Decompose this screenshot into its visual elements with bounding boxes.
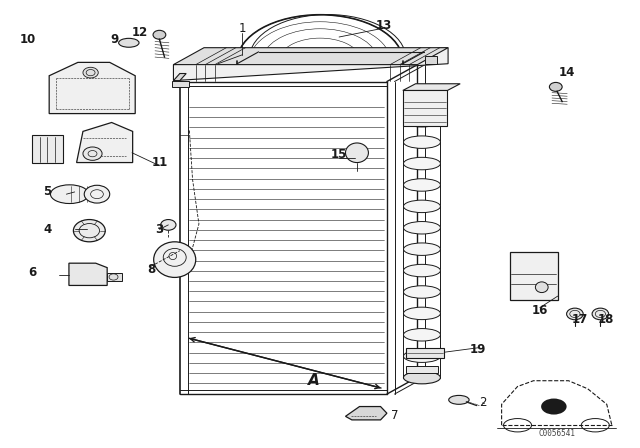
Ellipse shape bbox=[403, 179, 440, 191]
Ellipse shape bbox=[403, 264, 440, 277]
Text: C0056541: C0056541 bbox=[538, 429, 575, 438]
Text: 13: 13 bbox=[376, 19, 392, 32]
Polygon shape bbox=[406, 348, 444, 358]
Text: 7: 7 bbox=[392, 409, 399, 422]
Ellipse shape bbox=[403, 136, 440, 148]
Text: 11: 11 bbox=[151, 156, 168, 169]
Ellipse shape bbox=[403, 243, 440, 255]
Bar bbox=[32, 135, 63, 163]
Ellipse shape bbox=[346, 143, 369, 163]
Ellipse shape bbox=[403, 157, 440, 170]
Ellipse shape bbox=[83, 147, 102, 160]
Polygon shape bbox=[173, 47, 448, 65]
Ellipse shape bbox=[403, 221, 440, 234]
Ellipse shape bbox=[84, 185, 109, 203]
Ellipse shape bbox=[153, 30, 166, 39]
Polygon shape bbox=[403, 90, 447, 126]
Ellipse shape bbox=[54, 188, 79, 201]
Ellipse shape bbox=[549, 82, 562, 91]
Ellipse shape bbox=[403, 350, 440, 362]
Ellipse shape bbox=[118, 39, 139, 47]
Text: 4: 4 bbox=[43, 223, 51, 236]
Text: A: A bbox=[308, 373, 319, 388]
Text: 3: 3 bbox=[156, 223, 163, 236]
Polygon shape bbox=[173, 73, 186, 81]
Ellipse shape bbox=[74, 220, 105, 242]
Ellipse shape bbox=[541, 399, 566, 414]
Text: 9: 9 bbox=[111, 33, 119, 46]
Text: 19: 19 bbox=[470, 343, 486, 356]
Text: 12: 12 bbox=[132, 26, 148, 39]
Text: 8: 8 bbox=[147, 263, 156, 276]
Text: 6: 6 bbox=[28, 267, 36, 280]
Polygon shape bbox=[172, 81, 189, 87]
Ellipse shape bbox=[403, 328, 440, 341]
Polygon shape bbox=[173, 47, 448, 81]
Polygon shape bbox=[425, 56, 436, 64]
Ellipse shape bbox=[403, 307, 440, 319]
Text: 2: 2 bbox=[479, 396, 486, 409]
Polygon shape bbox=[107, 273, 122, 281]
Text: 10: 10 bbox=[20, 33, 36, 46]
Polygon shape bbox=[49, 62, 135, 114]
Ellipse shape bbox=[154, 242, 196, 277]
Text: 1: 1 bbox=[239, 22, 246, 35]
Bar bbox=[510, 252, 557, 300]
Text: 17: 17 bbox=[572, 313, 588, 326]
Ellipse shape bbox=[403, 200, 440, 213]
Polygon shape bbox=[406, 366, 438, 373]
Ellipse shape bbox=[403, 286, 440, 298]
Ellipse shape bbox=[566, 308, 583, 320]
Ellipse shape bbox=[51, 185, 89, 203]
Polygon shape bbox=[346, 406, 387, 420]
Polygon shape bbox=[403, 84, 460, 90]
Text: 16: 16 bbox=[532, 304, 548, 317]
Ellipse shape bbox=[403, 371, 440, 384]
Text: 5: 5 bbox=[43, 185, 51, 198]
Polygon shape bbox=[69, 263, 107, 285]
Text: 14: 14 bbox=[559, 66, 575, 79]
Ellipse shape bbox=[449, 396, 469, 404]
Ellipse shape bbox=[403, 115, 440, 127]
Ellipse shape bbox=[161, 220, 176, 230]
Text: 18: 18 bbox=[597, 313, 614, 326]
Ellipse shape bbox=[592, 308, 609, 320]
Polygon shape bbox=[77, 122, 132, 163]
Ellipse shape bbox=[403, 93, 440, 106]
Ellipse shape bbox=[536, 282, 548, 293]
Text: 15: 15 bbox=[331, 148, 348, 161]
Ellipse shape bbox=[83, 67, 99, 78]
